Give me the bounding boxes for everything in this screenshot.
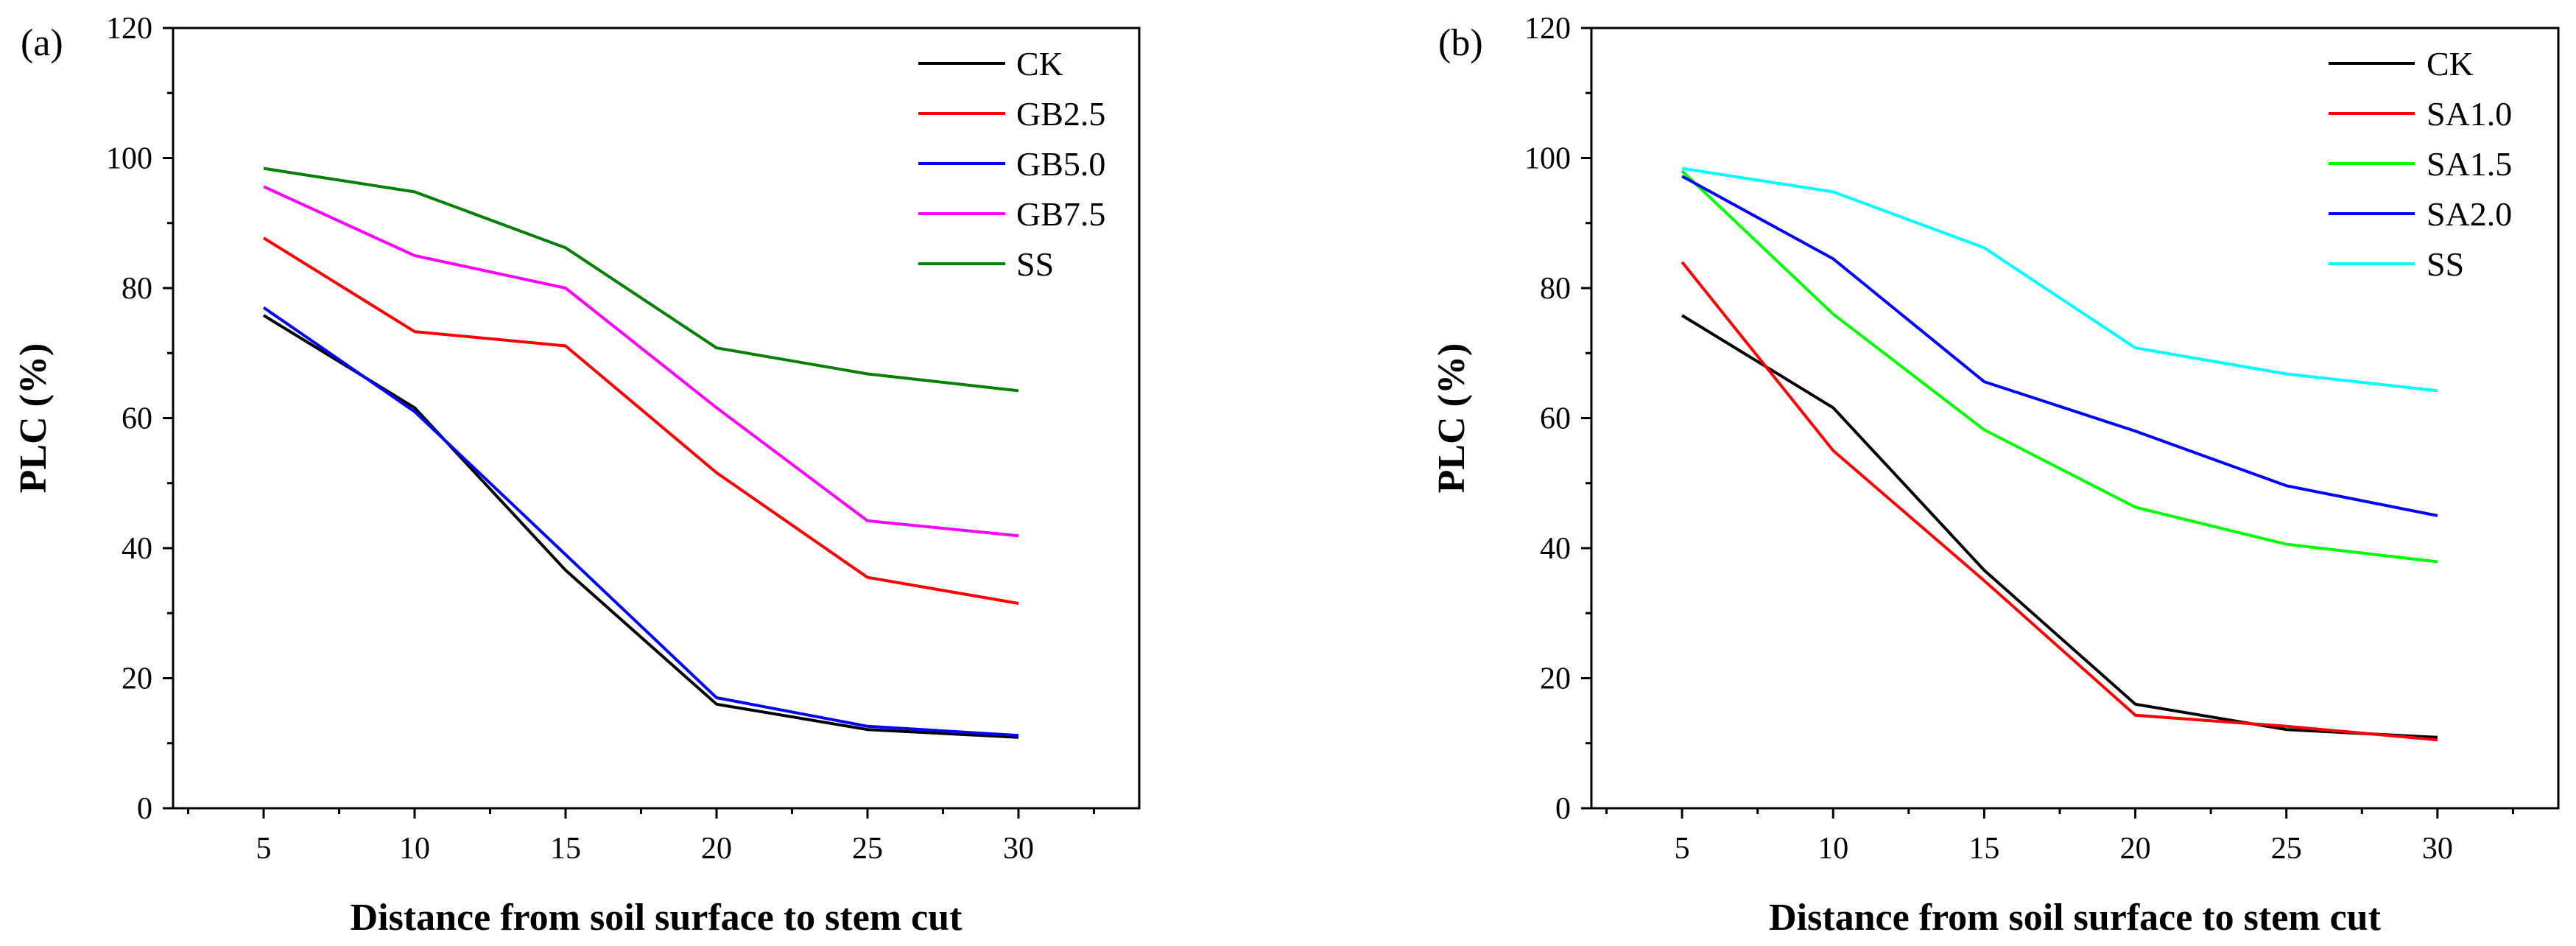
y-tick-label: 120 [1524, 12, 1571, 46]
y-tick-label: 0 [1555, 792, 1571, 826]
series-line-sa1-0 [1681, 261, 2438, 742]
x-tick-label: 10 [399, 832, 430, 866]
x-tick-label: 5 [256, 832, 272, 866]
series-line-gb5-0 [262, 306, 1019, 737]
legend-label: SS [1016, 245, 1054, 283]
legend-label: SA2.0 [2427, 195, 2512, 233]
legend-label: GB7.5 [1016, 195, 1105, 233]
series-line-ck [1681, 314, 2438, 739]
y-tick-label: 100 [1524, 142, 1571, 176]
y-tick-label: 20 [122, 662, 152, 696]
y-tick-label: 80 [1540, 272, 1571, 306]
y-tick-label: 40 [122, 532, 152, 566]
plot-frame [1590, 27, 2560, 810]
panel-b: 0 20 40 60 80 100 120 5 10 15 20 25 30 Distance from … [1431, 12, 2560, 939]
legend-label: GB5.0 [1016, 145, 1105, 183]
series-line-sa2-0 [1681, 175, 2438, 517]
y-tick-label: 20 [1540, 662, 1571, 696]
legend-label: GB2.5 [1016, 95, 1105, 133]
x-tick-label: 5 [1675, 832, 1690, 866]
y-tick-label: 0 [137, 792, 152, 826]
y-tick-label: 120 [106, 12, 152, 46]
x-tick-label: 25 [852, 832, 883, 866]
panel-label: (b) [1438, 22, 1483, 64]
y-tick-label: 40 [1540, 532, 1571, 566]
x-axis-title: Distance from soil surface to stem cut [1769, 897, 2382, 939]
y-axis-title: PLC (%) [1431, 343, 1473, 494]
series-line-ck [262, 314, 1019, 739]
plot-frame [172, 27, 1141, 810]
y-tick-label: 80 [122, 272, 152, 306]
series-line-gb7-5 [263, 185, 1019, 538]
y-tick-label: 60 [1540, 402, 1571, 436]
legend-label: SA1.5 [2427, 145, 2512, 183]
x-tick-label: 30 [1003, 832, 1034, 866]
series-line-ss [263, 167, 1019, 393]
panel-a: 0 20 40 60 80 100 120 5 10 15 20 25 30 Distance from … [13, 12, 1141, 939]
series-line-ss [1681, 167, 2438, 393]
legend-label: CK [1016, 45, 1063, 83]
legend-label: SA1.0 [2427, 95, 2512, 133]
y-tick-label: 100 [106, 142, 152, 176]
x-tick-label: 10 [1817, 832, 1848, 866]
x-axis-title: Distance from soil surface to stem cut [351, 897, 963, 939]
series-line-gb2-5 [262, 236, 1019, 605]
legend-label: CK [2427, 45, 2474, 83]
x-tick-label: 15 [1968, 832, 1999, 866]
x-tick-label: 25 [2271, 832, 2302, 866]
y-tick-label: 60 [122, 402, 152, 436]
y-axis-title: PLC (%) [13, 343, 54, 494]
legend-label: SS [2427, 245, 2464, 283]
series-line-sa1-5 [1681, 169, 2438, 564]
panel-label: (a) [21, 22, 63, 64]
x-tick-label: 20 [701, 832, 732, 866]
x-tick-label: 30 [2422, 832, 2453, 866]
x-tick-label: 20 [2120, 832, 2151, 866]
x-tick-label: 15 [550, 832, 581, 866]
